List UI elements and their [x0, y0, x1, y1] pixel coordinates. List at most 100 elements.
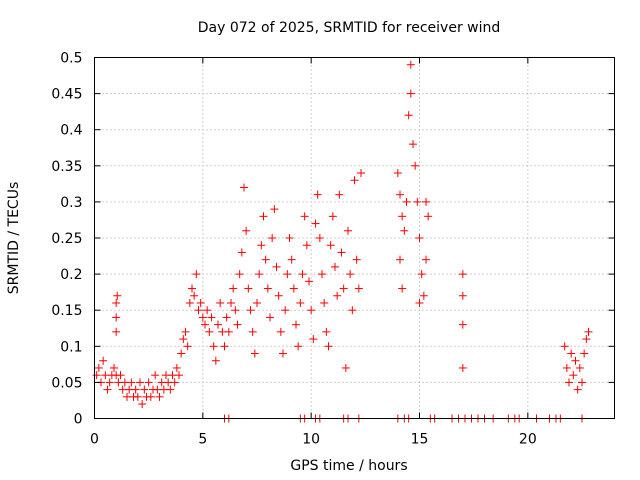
data-point [458, 320, 467, 329]
data-point [300, 212, 309, 221]
data-point [181, 327, 190, 336]
data-point [419, 291, 428, 300]
data-point [281, 306, 290, 315]
data-point [404, 111, 413, 120]
data-point [272, 262, 281, 271]
x-axis-label: GPS time / hours [290, 458, 407, 474]
data-point [224, 327, 233, 336]
data-point [194, 306, 203, 315]
x-tick-label: 15 [411, 432, 429, 448]
data-point [131, 385, 140, 394]
y-tick-label: 0.35 [51, 159, 82, 175]
data-point [250, 349, 259, 358]
data-point [207, 313, 216, 322]
data-point [279, 349, 287, 358]
data-point [112, 313, 121, 322]
data-point [144, 378, 153, 387]
data-point [246, 306, 255, 315]
data-point [112, 298, 121, 307]
data-point [99, 356, 108, 365]
data-point [341, 363, 350, 372]
data-point [211, 356, 220, 365]
data-point [344, 226, 352, 235]
y-axis: 0 0.05 0.1 0.15 0.2 0.25 0.3 0.35 0.4 0.45 0.5 [51, 51, 615, 428]
data-point [138, 400, 147, 409]
data-point [155, 392, 164, 401]
data-point [110, 363, 118, 372]
y-tick-label: 0.25 [51, 231, 82, 247]
data-point [415, 234, 424, 242]
data-point [309, 335, 318, 344]
data-point [127, 378, 136, 387]
data-point [94, 363, 103, 372]
data-point [322, 327, 331, 336]
data-point [235, 270, 244, 279]
data-point [328, 212, 337, 221]
data-point [268, 234, 277, 242]
data-point [354, 284, 363, 293]
data-point [567, 349, 576, 358]
data-point [352, 255, 361, 264]
data-point [244, 284, 253, 293]
data-point [326, 241, 335, 250]
x-tick-label: 5 [198, 432, 207, 448]
y-tick-label: 0.2 [60, 267, 82, 283]
data-point [112, 327, 121, 336]
data-point [398, 212, 407, 221]
data-point [177, 349, 186, 358]
data-point [575, 363, 584, 372]
data-point [573, 385, 582, 394]
data-point [222, 313, 231, 322]
data-point [136, 378, 144, 387]
data-point [270, 205, 279, 214]
data-point [582, 335, 591, 344]
data-point [203, 306, 212, 315]
y-tick-label: 0.4 [60, 123, 82, 139]
data-point [133, 392, 142, 401]
data-point [422, 197, 430, 206]
data-point [248, 327, 257, 336]
data-point [357, 169, 365, 178]
data-point [292, 320, 300, 329]
data-point [285, 234, 294, 242]
data-point [565, 378, 573, 387]
data-point [569, 371, 578, 380]
x-axis: 0 5 10 15 20 [90, 57, 537, 448]
data-point [276, 327, 285, 336]
data-point [337, 248, 346, 257]
data-point [578, 378, 586, 387]
data-point [201, 320, 209, 329]
data-point [411, 161, 420, 170]
data-point [231, 306, 240, 315]
data-point [298, 270, 307, 279]
x-tick-label: 10 [302, 432, 320, 448]
data-point [198, 313, 207, 322]
data-point [151, 371, 160, 380]
data-point [255, 270, 264, 279]
data-point [253, 298, 261, 307]
data-point [318, 270, 326, 279]
data-point [402, 197, 411, 206]
data-point [458, 270, 467, 279]
data-point [146, 392, 155, 401]
data-point [320, 298, 329, 307]
data-point [313, 190, 322, 199]
data-point [261, 255, 270, 264]
y-tick-label: 0.5 [60, 51, 82, 67]
data-point [560, 342, 569, 351]
data-point [103, 385, 112, 394]
data-point [417, 270, 426, 279]
data-point [413, 197, 422, 206]
data-point [237, 248, 246, 257]
data-point [233, 320, 242, 329]
y-axis-label: SRMTID / TECUs [6, 182, 22, 295]
data-point [396, 255, 404, 264]
data-point [458, 363, 467, 372]
data-point [229, 284, 238, 293]
data-point [331, 262, 339, 271]
data-point [175, 371, 183, 380]
data-point [185, 298, 194, 307]
chart-title: Day 072 of 2025, SRMTID for receiver win… [198, 20, 501, 36]
data-point [259, 212, 268, 221]
